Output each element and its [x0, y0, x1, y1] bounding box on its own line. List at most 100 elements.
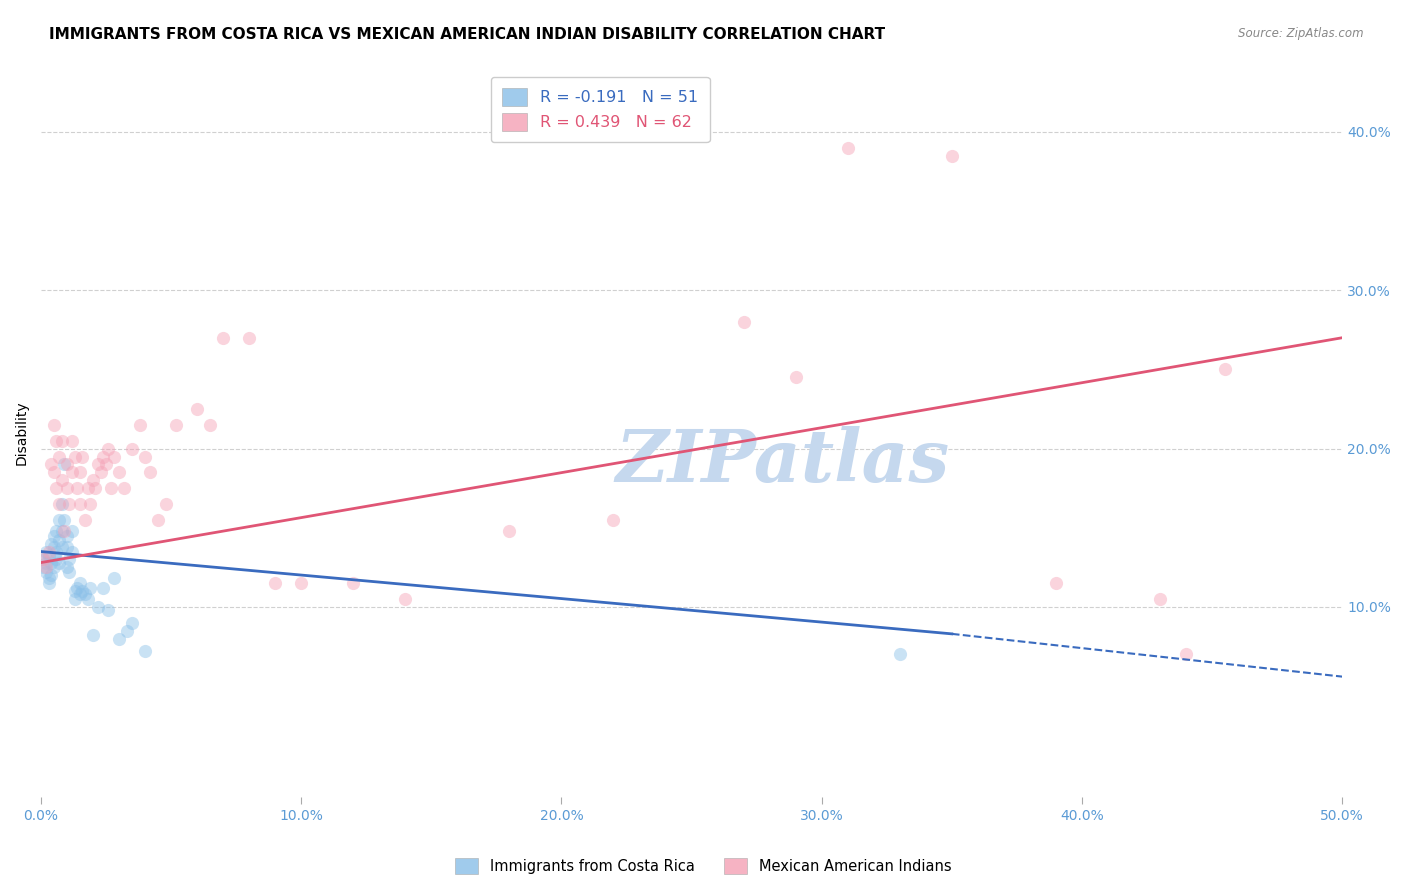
- Point: [38, 549, 60, 564]
- Point: [264, 576, 287, 591]
- Point: [103, 571, 125, 585]
- Point: [103, 450, 125, 464]
- Point: [128, 417, 150, 432]
- Point: [498, 524, 520, 538]
- Point: [342, 576, 364, 591]
- Point: [60, 524, 83, 538]
- Point: [155, 497, 177, 511]
- Point: [76, 592, 98, 607]
- Point: [35, 556, 58, 570]
- Point: [82, 473, 104, 487]
- Point: [39, 458, 62, 472]
- Point: [45, 544, 67, 558]
- Text: ZIPatlas: ZIPatlas: [616, 426, 949, 498]
- Legend: Immigrants from Costa Rica, Mexican American Indians: Immigrants from Costa Rica, Mexican Amer…: [449, 852, 957, 880]
- Point: [72, 584, 94, 599]
- Point: [48, 513, 70, 527]
- Point: [32, 560, 55, 574]
- Point: [63, 592, 86, 607]
- Point: [87, 458, 110, 472]
- Point: [58, 565, 80, 579]
- Point: [38, 544, 60, 558]
- Point: [115, 624, 138, 638]
- Point: [97, 442, 120, 456]
- Point: [82, 628, 104, 642]
- Point: [165, 417, 187, 432]
- Point: [45, 481, 67, 495]
- Point: [84, 481, 107, 495]
- Point: [394, 592, 416, 607]
- Point: [139, 466, 162, 480]
- Point: [1045, 576, 1067, 591]
- Point: [785, 370, 807, 384]
- Point: [121, 615, 143, 630]
- Point: [90, 466, 112, 480]
- Point: [60, 434, 83, 448]
- Point: [48, 450, 70, 464]
- Point: [60, 544, 83, 558]
- Point: [186, 402, 208, 417]
- Point: [38, 576, 60, 591]
- Point: [51, 524, 73, 538]
- Point: [108, 466, 131, 480]
- Point: [100, 481, 122, 495]
- Point: [56, 540, 79, 554]
- Point: [198, 417, 221, 432]
- Point: [837, 141, 859, 155]
- Point: [73, 587, 96, 601]
- Point: [42, 529, 65, 543]
- Point: [56, 529, 79, 543]
- Point: [45, 552, 67, 566]
- Point: [53, 458, 76, 472]
- Point: [121, 442, 143, 456]
- Text: Source: ZipAtlas.com: Source: ZipAtlas.com: [1239, 27, 1364, 40]
- Point: [1213, 362, 1236, 376]
- Point: [134, 450, 156, 464]
- Point: [42, 417, 65, 432]
- Point: [69, 466, 91, 480]
- Point: [212, 331, 235, 345]
- Point: [79, 497, 101, 511]
- Point: [76, 481, 98, 495]
- Y-axis label: Disability: Disability: [15, 401, 30, 465]
- Point: [48, 556, 70, 570]
- Point: [32, 552, 55, 566]
- Point: [91, 581, 114, 595]
- Point: [602, 513, 624, 527]
- Point: [51, 497, 73, 511]
- Point: [733, 315, 755, 329]
- Point: [45, 434, 67, 448]
- Point: [238, 331, 260, 345]
- Legend: R = -0.191   N = 51, R = 0.439   N = 62: R = -0.191 N = 51, R = 0.439 N = 62: [491, 77, 710, 142]
- Point: [72, 450, 94, 464]
- Point: [69, 497, 91, 511]
- Point: [42, 560, 65, 574]
- Point: [53, 524, 76, 538]
- Point: [63, 584, 86, 599]
- Point: [73, 513, 96, 527]
- Point: [39, 568, 62, 582]
- Point: [91, 450, 114, 464]
- Point: [60, 466, 83, 480]
- Point: [48, 497, 70, 511]
- Point: [69, 576, 91, 591]
- Point: [32, 552, 55, 566]
- Point: [87, 599, 110, 614]
- Point: [1175, 648, 1198, 662]
- Point: [51, 473, 73, 487]
- Point: [45, 524, 67, 538]
- Point: [39, 536, 62, 550]
- Point: [112, 481, 135, 495]
- Point: [79, 581, 101, 595]
- Point: [51, 434, 73, 448]
- Point: [94, 458, 117, 472]
- Point: [889, 648, 911, 662]
- Point: [35, 560, 58, 574]
- Point: [134, 644, 156, 658]
- Point: [48, 533, 70, 548]
- Point: [290, 576, 312, 591]
- Point: [56, 481, 79, 495]
- Point: [63, 450, 86, 464]
- Point: [56, 560, 79, 574]
- Point: [108, 632, 131, 646]
